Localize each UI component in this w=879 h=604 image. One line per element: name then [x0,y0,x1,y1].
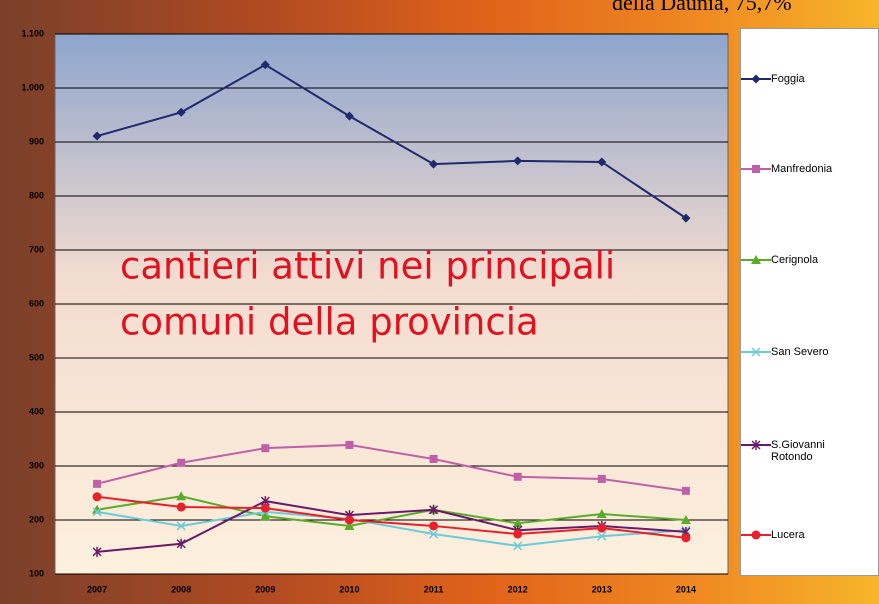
legend-icon [741,165,771,173]
marker [260,60,270,70]
marker [597,523,607,533]
marker [596,509,607,519]
legend-entry: San Severo [741,346,851,358]
legend: Foggia Manfredonia Cerignola San Severo S.Gi… [740,28,879,576]
marker [681,533,691,543]
legend-entry: Cerignola [741,254,851,266]
marker [597,474,606,483]
marker [513,529,523,539]
marker [751,347,761,357]
marker [92,546,102,557]
marker [345,440,354,449]
marker [176,521,186,531]
marker [751,255,761,264]
marker [513,156,523,166]
legend-icon [741,347,771,357]
legend-entry: S.Giovanni Rotondo [741,439,851,463]
marker [752,165,760,173]
x-tick-label: 2012 [508,584,528,594]
y-tick-label: 600 [29,298,44,308]
x-tick-label: 2008 [171,584,191,594]
marker [751,530,761,540]
legend-label: S.Giovanni Rotondo [771,439,825,463]
marker [260,503,270,513]
y-tick-label: 700 [29,244,44,254]
corner-text: della Daunia, 75,7% [612,0,792,15]
y-tick-label: 1.000 [21,82,44,92]
marker [93,479,102,488]
marker [751,74,761,84]
x-tick-label: 2009 [255,584,275,594]
marker [429,521,439,531]
series-line [96,495,687,527]
legend-icon [741,74,771,84]
y-tick-label: 400 [29,406,44,416]
marker [176,538,186,549]
series-line [96,63,687,219]
legend-icon [741,440,771,450]
x-tick-label: 2011 [424,584,444,594]
y-tick-label: 800 [29,190,44,200]
marker [429,529,439,539]
marker [92,131,102,141]
legend-label: Manfredonia [771,163,833,175]
marker [92,507,102,517]
marker [260,511,271,521]
y-tick-label: 900 [29,136,44,146]
marker [344,515,354,525]
x-tick-label: 2007 [87,584,107,594]
legend-label: Lucera [771,529,805,541]
legend-icon [741,530,771,540]
y-tick-label: 200 [29,514,44,524]
marker [680,515,691,524]
legend-label: Cerignola [771,254,819,266]
marker [92,492,102,502]
marker [176,502,186,512]
legend-entry: Lucera [741,529,851,541]
x-tick-label: 2013 [592,584,612,594]
marker [429,454,438,463]
series-line [96,443,687,492]
y-tick-label: 300 [29,460,44,470]
marker [751,440,761,450]
annotation: comuni della provincia [120,301,539,344]
marker [681,213,691,223]
series-line [96,495,687,539]
marker [681,486,690,495]
legend-label: Foggia [771,73,805,85]
marker [513,541,523,551]
legend-entry: Foggia [741,73,851,85]
marker [597,157,607,167]
y-tick-label: 100 [29,568,44,578]
y-tick-label: 500 [29,352,44,362]
marker [261,444,270,453]
marker [429,159,439,169]
x-tick-label: 2010 [339,584,359,594]
marker [429,504,439,515]
marker [344,111,354,121]
x-tick-label: 2014 [676,584,696,594]
marker [512,518,523,528]
y-tick-label: 1.100 [21,28,44,38]
legend-icon [741,255,771,264]
legend-label: San Severo [771,346,829,358]
marker [513,472,522,481]
marker [176,107,186,117]
legend-entry: Manfredonia [741,163,851,175]
annotation: cantieri attivi nei principali [120,245,615,288]
marker [344,520,355,530]
marker [176,491,187,501]
series-line [96,510,687,547]
marker [597,531,607,541]
series-line [96,500,687,553]
marker [177,458,186,467]
